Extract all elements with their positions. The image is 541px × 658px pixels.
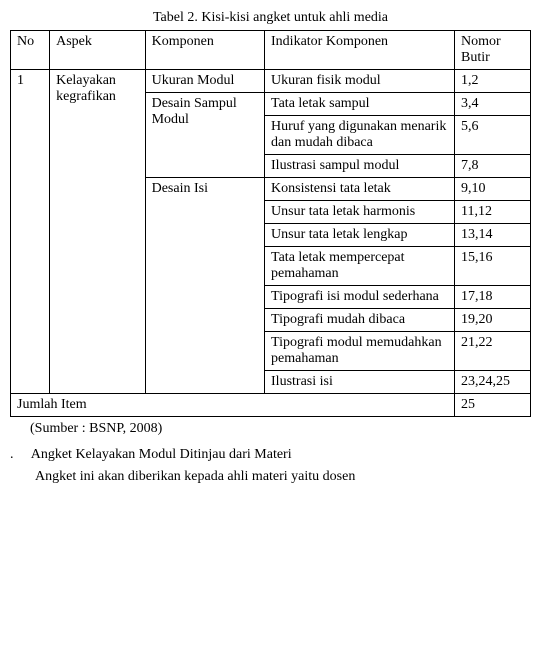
header-butir: Nomor Butir	[454, 31, 530, 70]
cell-indikator: Tata letak mempercepat pemahaman	[265, 247, 455, 286]
cell-komponen: Desain Isi	[145, 178, 264, 394]
cell-butir: 23,24,25	[454, 371, 530, 394]
cell-indikator: Konsistensi tata letak	[265, 178, 455, 201]
cell-komponen: Desain Sampul Modul	[145, 93, 264, 178]
cell-butir: 5,6	[454, 116, 530, 155]
list-marker: .	[10, 447, 28, 463]
cell-no: 1	[11, 70, 50, 394]
cell-indikator: Huruf yang digunakan menarik dan mudah d…	[265, 116, 455, 155]
list-item: . Angket Kelayakan Modul Ditinjau dari M…	[10, 447, 531, 463]
cell-indikator: Tata letak sampul	[265, 93, 455, 116]
cell-butir: 15,16	[454, 247, 530, 286]
header-komponen: Komponen	[145, 31, 264, 70]
cell-butir: 17,18	[454, 286, 530, 309]
cell-indikator: Tipografi modul memudahkan pemahaman	[265, 332, 455, 371]
cell-aspek: Kelayakan kegrafikan	[50, 70, 146, 394]
cell-butir: 11,12	[454, 201, 530, 224]
table-footer-row: Jumlah Item 25	[11, 394, 531, 417]
cell-butir: 1,2	[454, 70, 530, 93]
sub-paragraph: Angket ini akan diberikan kepada ahli ma…	[10, 469, 531, 485]
cell-butir: 13,14	[454, 224, 530, 247]
cell-indikator: Tipografi mudah dibaca	[265, 309, 455, 332]
cell-butir: 19,20	[454, 309, 530, 332]
cell-butir: 7,8	[454, 155, 530, 178]
table-row: 1 Kelayakan kegrafikan Ukuran Modul Ukur…	[11, 70, 531, 93]
cell-indikator: Ilustrasi isi	[265, 371, 455, 394]
table-source: (Sumber : BSNP, 2008)	[10, 421, 531, 437]
cell-butir: 9,10	[454, 178, 530, 201]
cell-indikator: Ukuran fisik modul	[265, 70, 455, 93]
cell-komponen: Ukuran Modul	[145, 70, 264, 93]
table-caption: Tabel 2. Kisi-kisi angket untuk ahli med…	[10, 10, 531, 26]
table-header-row: No Aspek Komponen Indikator Komponen Nom…	[11, 31, 531, 70]
cell-indikator: Unsur tata letak lengkap	[265, 224, 455, 247]
kisi-kisi-table: No Aspek Komponen Indikator Komponen Nom…	[10, 30, 531, 417]
cell-indikator: Tipografi isi modul sederhana	[265, 286, 455, 309]
cell-butir: 3,4	[454, 93, 530, 116]
cell-indikator: Ilustrasi sampul modul	[265, 155, 455, 178]
header-no: No	[11, 31, 50, 70]
header-aspek: Aspek	[50, 31, 146, 70]
footer-label: Jumlah Item	[11, 394, 455, 417]
cell-butir: 21,22	[454, 332, 530, 371]
header-indikator: Indikator Komponen	[265, 31, 455, 70]
footer-value: 25	[454, 394, 530, 417]
cell-indikator: Unsur tata letak harmonis	[265, 201, 455, 224]
list-text: Angket Kelayakan Modul Ditinjau dari Mat…	[31, 447, 292, 462]
